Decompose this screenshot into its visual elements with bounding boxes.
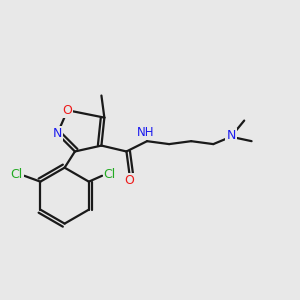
Text: N: N <box>52 127 62 140</box>
Text: O: O <box>124 174 134 188</box>
Text: Cl: Cl <box>103 168 116 181</box>
Text: O: O <box>63 104 73 117</box>
Text: NH: NH <box>137 126 154 140</box>
Text: Cl: Cl <box>11 168 23 181</box>
Text: N: N <box>226 129 236 142</box>
